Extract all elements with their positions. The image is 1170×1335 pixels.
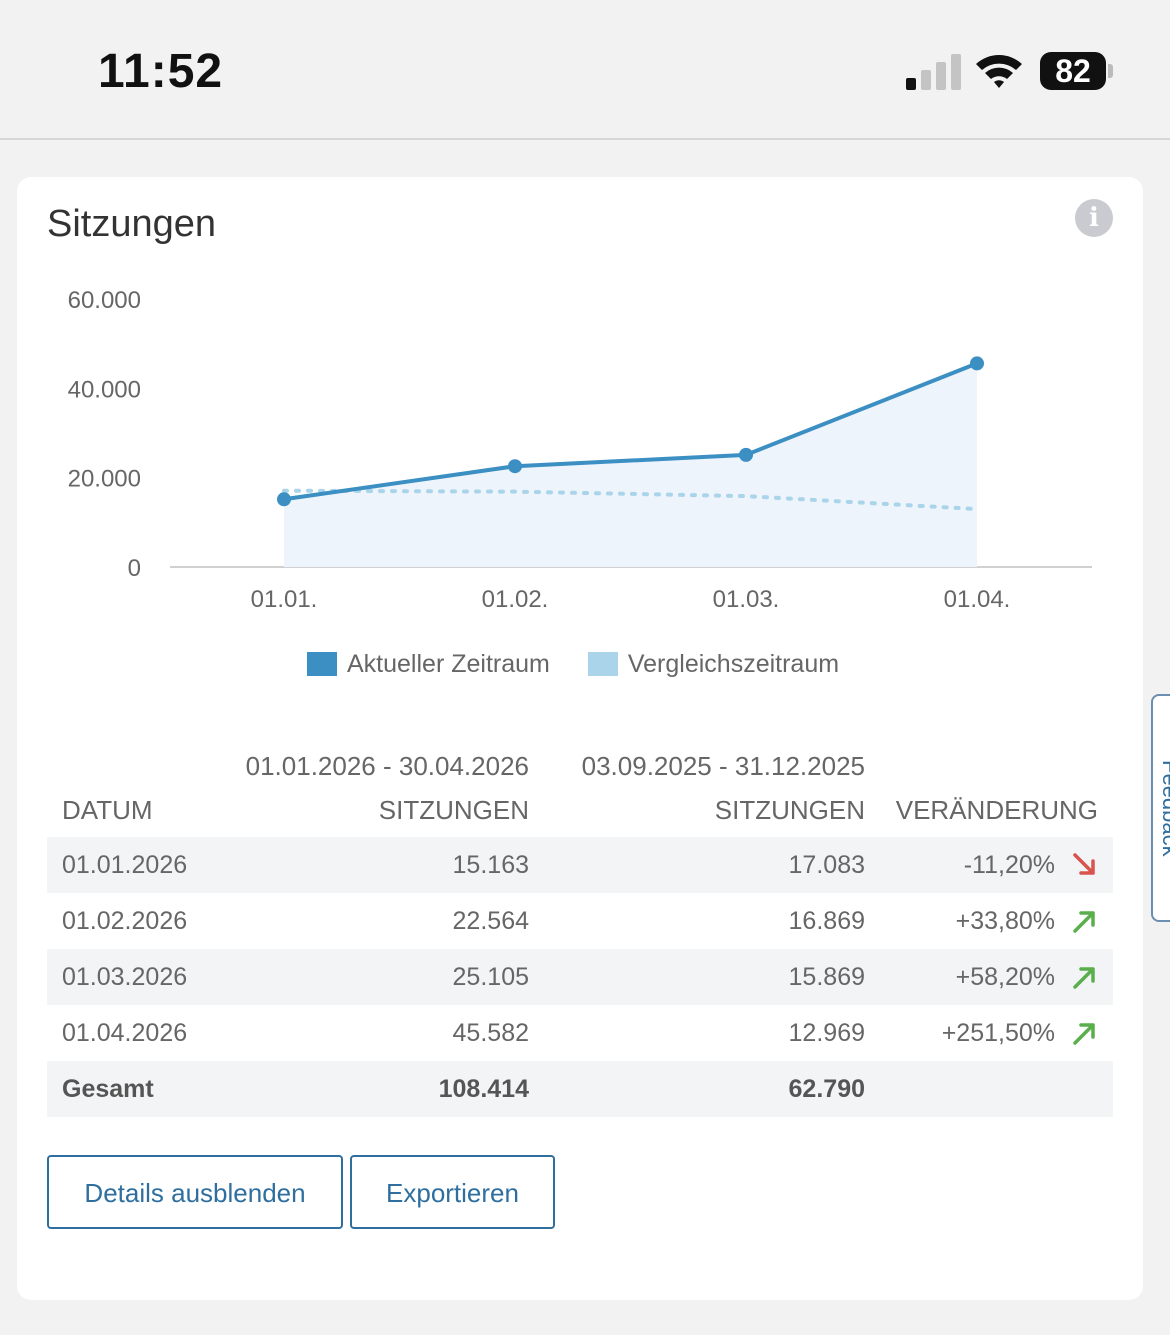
row-date: 01.02.2026 [62,907,188,935]
feedback-side-tab[interactable]: Feedback [1151,694,1170,922]
header-comparison: SITZUNGEN [714,795,865,825]
row-comparison: 17.083 [788,851,865,879]
cellular-signal-icon [906,54,961,90]
range-comparison: 03.09.2025 - 31.12.2025 [581,751,865,781]
table-row: 01.03.2026 25.105 15.869 +58,20% [47,949,1113,1005]
trend-up-icon [1073,911,1095,933]
current-series-point [970,356,984,371]
row-change: +58,20% [955,963,1055,991]
legend-swatch-comparison [587,652,618,676]
battery-icon: 82 [1040,52,1113,90]
row-change: +33,80% [955,907,1055,935]
range-current: 01.01.2026 - 30.04.2026 [245,751,529,781]
current-series-point [277,492,291,507]
row-current: 25.105 [452,963,529,991]
legend-label-current: Aktueller Zeitraum [347,649,550,678]
row-comparison: 12.969 [788,1019,865,1047]
y-tick-label: 40.000 [68,376,141,403]
x-tick-label: 01.01. [251,586,318,613]
current-series-point [739,447,753,462]
row-current: 15.163 [452,851,529,879]
row-date: 01.01.2026 [62,851,188,879]
hide-details-button[interactable]: Details ausblenden [47,1155,343,1229]
status-time: 11:52 [98,45,224,98]
row-change: -11,20% [963,851,1055,879]
row-date: 01.03.2026 [62,963,188,991]
total-current: 108.414 [438,1075,529,1103]
header-date: DATUM [62,795,153,825]
legend-label-comparison: Vergleichszeitraum [627,649,840,678]
feedback-tab-label: Feedback [1158,760,1170,857]
x-tick-label: 01.03. [713,586,780,613]
row-current: 45.582 [452,1019,529,1047]
battery-level: 82 [1040,52,1106,90]
info-icon[interactable]: i [1075,199,1113,237]
current-series-point [508,459,522,474]
trend-up-icon [1073,1023,1095,1045]
chart-legend: Aktueller Zeitraum Vergleichszeitraum [307,649,877,679]
y-tick-label: 20.000 [68,466,141,493]
battery-cap [1108,64,1113,78]
trend-down-icon [1073,853,1095,875]
comparison-series-line [282,488,979,512]
current-series-line [283,361,978,502]
table-row: 01.02.2026 22.564 16.869 +33,80% [47,893,1113,949]
total-comparison: 62.790 [788,1075,865,1103]
total-label: Gesamt [62,1075,154,1103]
table-total-row: Gesamt 108.414 62.790 [47,1061,1113,1117]
legend-swatch-current [307,652,337,676]
card-title: Sitzungen [47,203,217,245]
sessions-chart: 0 20.000 40.000 60.000 01.01. 01.02. 01.03. 01.… [68,287,1092,613]
table-row: 01.04.2026 45.582 12.969 +251,50% [47,1005,1113,1061]
wifi-icon [976,55,1022,88]
table-row: 01.01.2026 15.163 17.083 -11,20% [47,837,1113,893]
x-tick-label: 01.04. [944,586,1011,613]
row-comparison: 15.869 [788,963,865,991]
row-date: 01.04.2026 [62,1019,188,1047]
y-tick-label: 0 [128,555,141,582]
row-current: 22.564 [452,907,529,935]
current-series-area [284,363,977,567]
header-current: SITZUNGEN [378,795,529,825]
row-comparison: 16.869 [788,907,865,935]
header-change: VERÄNDERUNG [895,795,1098,825]
row-change: +251,50% [941,1019,1055,1047]
sessions-table: 01.01.2026 15.163 17.083 -11,20% 01.02.2… [47,837,1113,1117]
y-tick-label: 60.000 [68,287,141,314]
legend-item-current[interactable]: Aktueller Zeitraum [307,650,550,679]
legend-item-comparison[interactable]: Vergleichszeitraum [587,649,840,679]
x-tick-label: 01.02. [482,586,549,613]
trend-up-icon [1073,967,1095,989]
status-bar: 11:52 82 [0,0,1170,140]
export-button[interactable]: Exportieren [350,1155,555,1229]
sessions-card: Sitzungen i 0 20.000 40.000 60.000 01.01. 01.… [17,177,1143,1300]
